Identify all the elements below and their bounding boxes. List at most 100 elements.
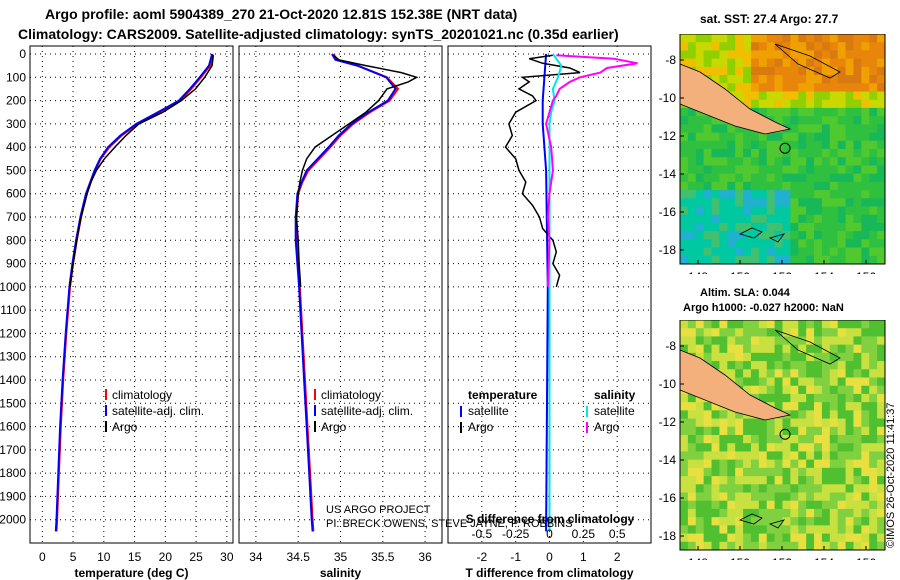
field-cell — [877, 91, 886, 101]
field-cell — [877, 140, 886, 150]
field-cell — [695, 402, 705, 411]
field-cell — [798, 124, 807, 134]
field-cell — [869, 107, 878, 117]
field-cell — [719, 214, 728, 224]
field-cell — [727, 369, 736, 378]
field-cell — [703, 50, 713, 60]
field-cell — [790, 508, 799, 518]
field-cell — [711, 517, 720, 526]
legend-label: Argo — [321, 420, 347, 434]
field-cell — [806, 165, 815, 175]
depth-tick-label: 1300 — [0, 350, 26, 364]
field-cell — [814, 369, 823, 378]
field-cell — [837, 181, 847, 191]
field-cell — [814, 165, 823, 175]
field-cell — [727, 410, 736, 420]
field-cell — [821, 328, 831, 337]
field-cell — [687, 165, 697, 175]
field-cell — [766, 369, 776, 378]
field-cell — [845, 517, 854, 526]
field-cell — [853, 328, 862, 337]
field-cell — [861, 426, 870, 436]
field-cell — [790, 443, 799, 452]
field-cell — [814, 541, 823, 551]
field-cell — [719, 525, 728, 535]
field-cell — [782, 476, 791, 485]
field-cell — [814, 361, 823, 370]
field-cell — [758, 255, 768, 265]
field-cell — [869, 99, 878, 109]
field-cell — [821, 173, 831, 183]
field-cell — [727, 83, 736, 92]
field-cell — [735, 541, 744, 551]
field-cell — [821, 435, 831, 444]
field-cell — [687, 402, 697, 411]
x-tick-label: 20 — [159, 550, 173, 564]
field-cell — [766, 181, 776, 191]
depth-tick-label: 1500 — [0, 396, 26, 410]
field-cell — [719, 500, 728, 510]
field-cell — [806, 149, 815, 158]
field-cell — [766, 50, 776, 60]
field-cell — [774, 181, 783, 191]
field-cell — [798, 149, 807, 158]
field-cell — [877, 107, 886, 117]
field-cell — [861, 50, 870, 60]
field-cell — [790, 255, 799, 265]
field-cell — [790, 214, 799, 224]
field-cell — [758, 132, 768, 142]
field-cell — [719, 173, 728, 183]
field-cell — [806, 344, 815, 354]
field-cell — [703, 541, 713, 551]
field-cell — [711, 165, 720, 175]
field-cell — [821, 451, 831, 461]
field-cell — [774, 344, 783, 354]
field-cell — [727, 418, 736, 428]
field-cell — [821, 66, 831, 76]
field-cell — [758, 517, 768, 526]
field-cell — [687, 443, 697, 452]
field-cell — [829, 255, 839, 265]
field-cell — [719, 34, 728, 43]
field-cell — [821, 83, 831, 92]
field-cell — [821, 157, 831, 166]
field-cell — [719, 533, 728, 543]
depth-tick-label: 0 — [19, 47, 26, 61]
field-cell — [719, 320, 728, 329]
field-cell — [837, 435, 847, 444]
field-cell — [782, 83, 791, 92]
field-cell — [703, 132, 713, 142]
field-cell — [814, 328, 823, 337]
field-cell — [766, 484, 776, 493]
field-cell — [703, 344, 713, 354]
field-cell — [829, 42, 839, 51]
field-cell — [687, 344, 697, 354]
field-cell — [774, 451, 783, 461]
field-cell — [877, 476, 886, 485]
field-cell — [774, 435, 783, 444]
field-cell — [845, 222, 854, 232]
field-cell — [774, 239, 783, 249]
field-cell — [845, 508, 854, 518]
field-cell — [695, 132, 705, 142]
field-cell — [711, 116, 720, 125]
field-cell — [814, 508, 823, 518]
field-cell — [861, 239, 870, 249]
depth-tick-label: 1100 — [0, 303, 26, 317]
field-cell — [719, 58, 728, 68]
field-cell — [695, 214, 705, 224]
field-cell — [790, 42, 799, 51]
field-cell — [680, 492, 689, 502]
field-cell — [711, 58, 720, 68]
field-cell — [703, 517, 713, 526]
field-cell — [703, 206, 713, 216]
field-cell — [750, 525, 760, 535]
field-cell — [687, 173, 697, 183]
field-cell — [758, 58, 768, 68]
field-cell — [790, 34, 799, 43]
field-cell — [853, 418, 862, 428]
field-cell — [861, 361, 870, 370]
field-cell — [695, 467, 705, 477]
field-cell — [774, 492, 783, 502]
field-cell — [711, 344, 720, 354]
